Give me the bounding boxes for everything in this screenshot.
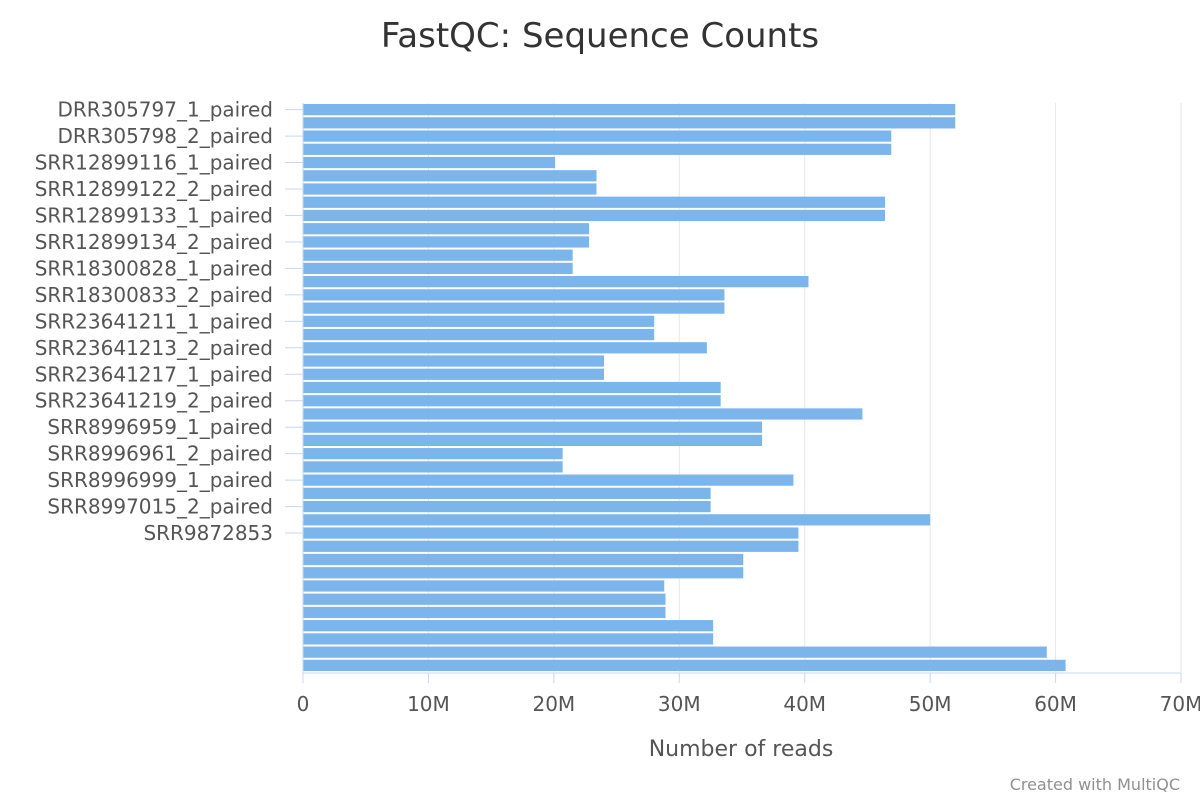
x-tick-label: 70M: [1160, 692, 1200, 716]
category-label: SRR9872853: [143, 521, 273, 545]
category-label: SRR12899133_1_paired: [35, 203, 273, 227]
category-label: SRR23641213_2_paired: [35, 336, 273, 360]
bar[interactable]: [303, 289, 725, 301]
bar[interactable]: [303, 659, 1066, 671]
bar[interactable]: [303, 500, 711, 513]
bar[interactable]: [303, 448, 563, 460]
bar[interactable]: [303, 461, 563, 473]
bar[interactable]: [303, 156, 556, 169]
bar[interactable]: [303, 183, 597, 195]
bar[interactable]: [303, 474, 794, 486]
category-label: SRR8996961_2_paired: [47, 442, 273, 466]
category-label: DRR305798_2_paired: [57, 124, 273, 148]
x-axis-title: Number of reads: [649, 737, 834, 762]
bar[interactable]: [303, 606, 666, 619]
category-label: SRR8996959_1_paired: [47, 415, 273, 439]
bar[interactable]: [303, 249, 573, 261]
bar[interactable]: [303, 580, 665, 592]
category-label: SRR18300828_1_paired: [35, 256, 273, 280]
bar[interactable]: [303, 223, 589, 235]
x-tick-label: 0: [297, 692, 310, 716]
bar[interactable]: [303, 646, 1047, 658]
credit-text: Created with MultiQC: [1010, 775, 1180, 794]
bar[interactable]: [303, 593, 666, 605]
category-label: SRR18300833_2_paired: [35, 283, 273, 307]
category-label: SRR23641211_1_paired: [35, 309, 273, 333]
bar[interactable]: [303, 368, 605, 380]
bar[interactable]: [303, 421, 763, 433]
bar[interactable]: [303, 514, 931, 526]
category-label: SRR12899122_2_paired: [35, 177, 273, 201]
bar[interactable]: [303, 527, 799, 539]
bar[interactable]: [303, 262, 573, 275]
chart-title: FastQC: Sequence Counts: [381, 16, 819, 56]
category-label: SRR23641219_2_paired: [35, 389, 273, 413]
bar[interactable]: [303, 633, 714, 645]
bar[interactable]: [303, 315, 655, 327]
x-tick-label: 10M: [407, 692, 450, 716]
bar[interactable]: [303, 355, 605, 367]
x-tick-label: 40M: [783, 692, 826, 716]
category-label: SRR23641217_1_paired: [35, 362, 273, 386]
bar[interactable]: [303, 328, 655, 341]
bar[interactable]: [303, 567, 744, 579]
bar[interactable]: [303, 130, 892, 142]
x-tick-label: 30M: [658, 692, 701, 716]
category-label: SRR8997015_2_paired: [47, 495, 273, 519]
category-label: SRR12899134_2_paired: [35, 230, 273, 254]
bar[interactable]: [303, 342, 707, 354]
bar[interactable]: [303, 434, 763, 447]
bar[interactable]: [303, 302, 725, 314]
category-label: SRR8996999_1_paired: [47, 468, 273, 492]
category-label: DRR305797_1_paired: [57, 98, 273, 122]
bar[interactable]: [303, 209, 885, 222]
bar[interactable]: [303, 381, 721, 394]
x-tick-label: 20M: [532, 692, 575, 716]
x-tick-label: 50M: [909, 692, 952, 716]
bar[interactable]: [303, 276, 809, 288]
bars: [303, 104, 1066, 671]
bar[interactable]: [303, 487, 711, 499]
category-label: SRR12899116_1_paired: [35, 151, 273, 175]
bar[interactable]: [303, 540, 799, 552]
bar[interactable]: [303, 170, 597, 182]
bar[interactable]: [303, 104, 956, 116]
x-tick-labels: 0 10M 20M 30M 40M 50M 60M 70M: [297, 692, 1200, 716]
bar[interactable]: [303, 553, 744, 566]
bar[interactable]: [303, 117, 956, 129]
bar[interactable]: [303, 143, 892, 155]
bar[interactable]: [303, 196, 885, 208]
bar[interactable]: [303, 395, 721, 407]
x-tick-label: 60M: [1034, 692, 1077, 716]
bar[interactable]: [303, 620, 714, 632]
bar[interactable]: [303, 408, 863, 420]
axes: [285, 103, 1182, 683]
bar[interactable]: [303, 236, 589, 248]
